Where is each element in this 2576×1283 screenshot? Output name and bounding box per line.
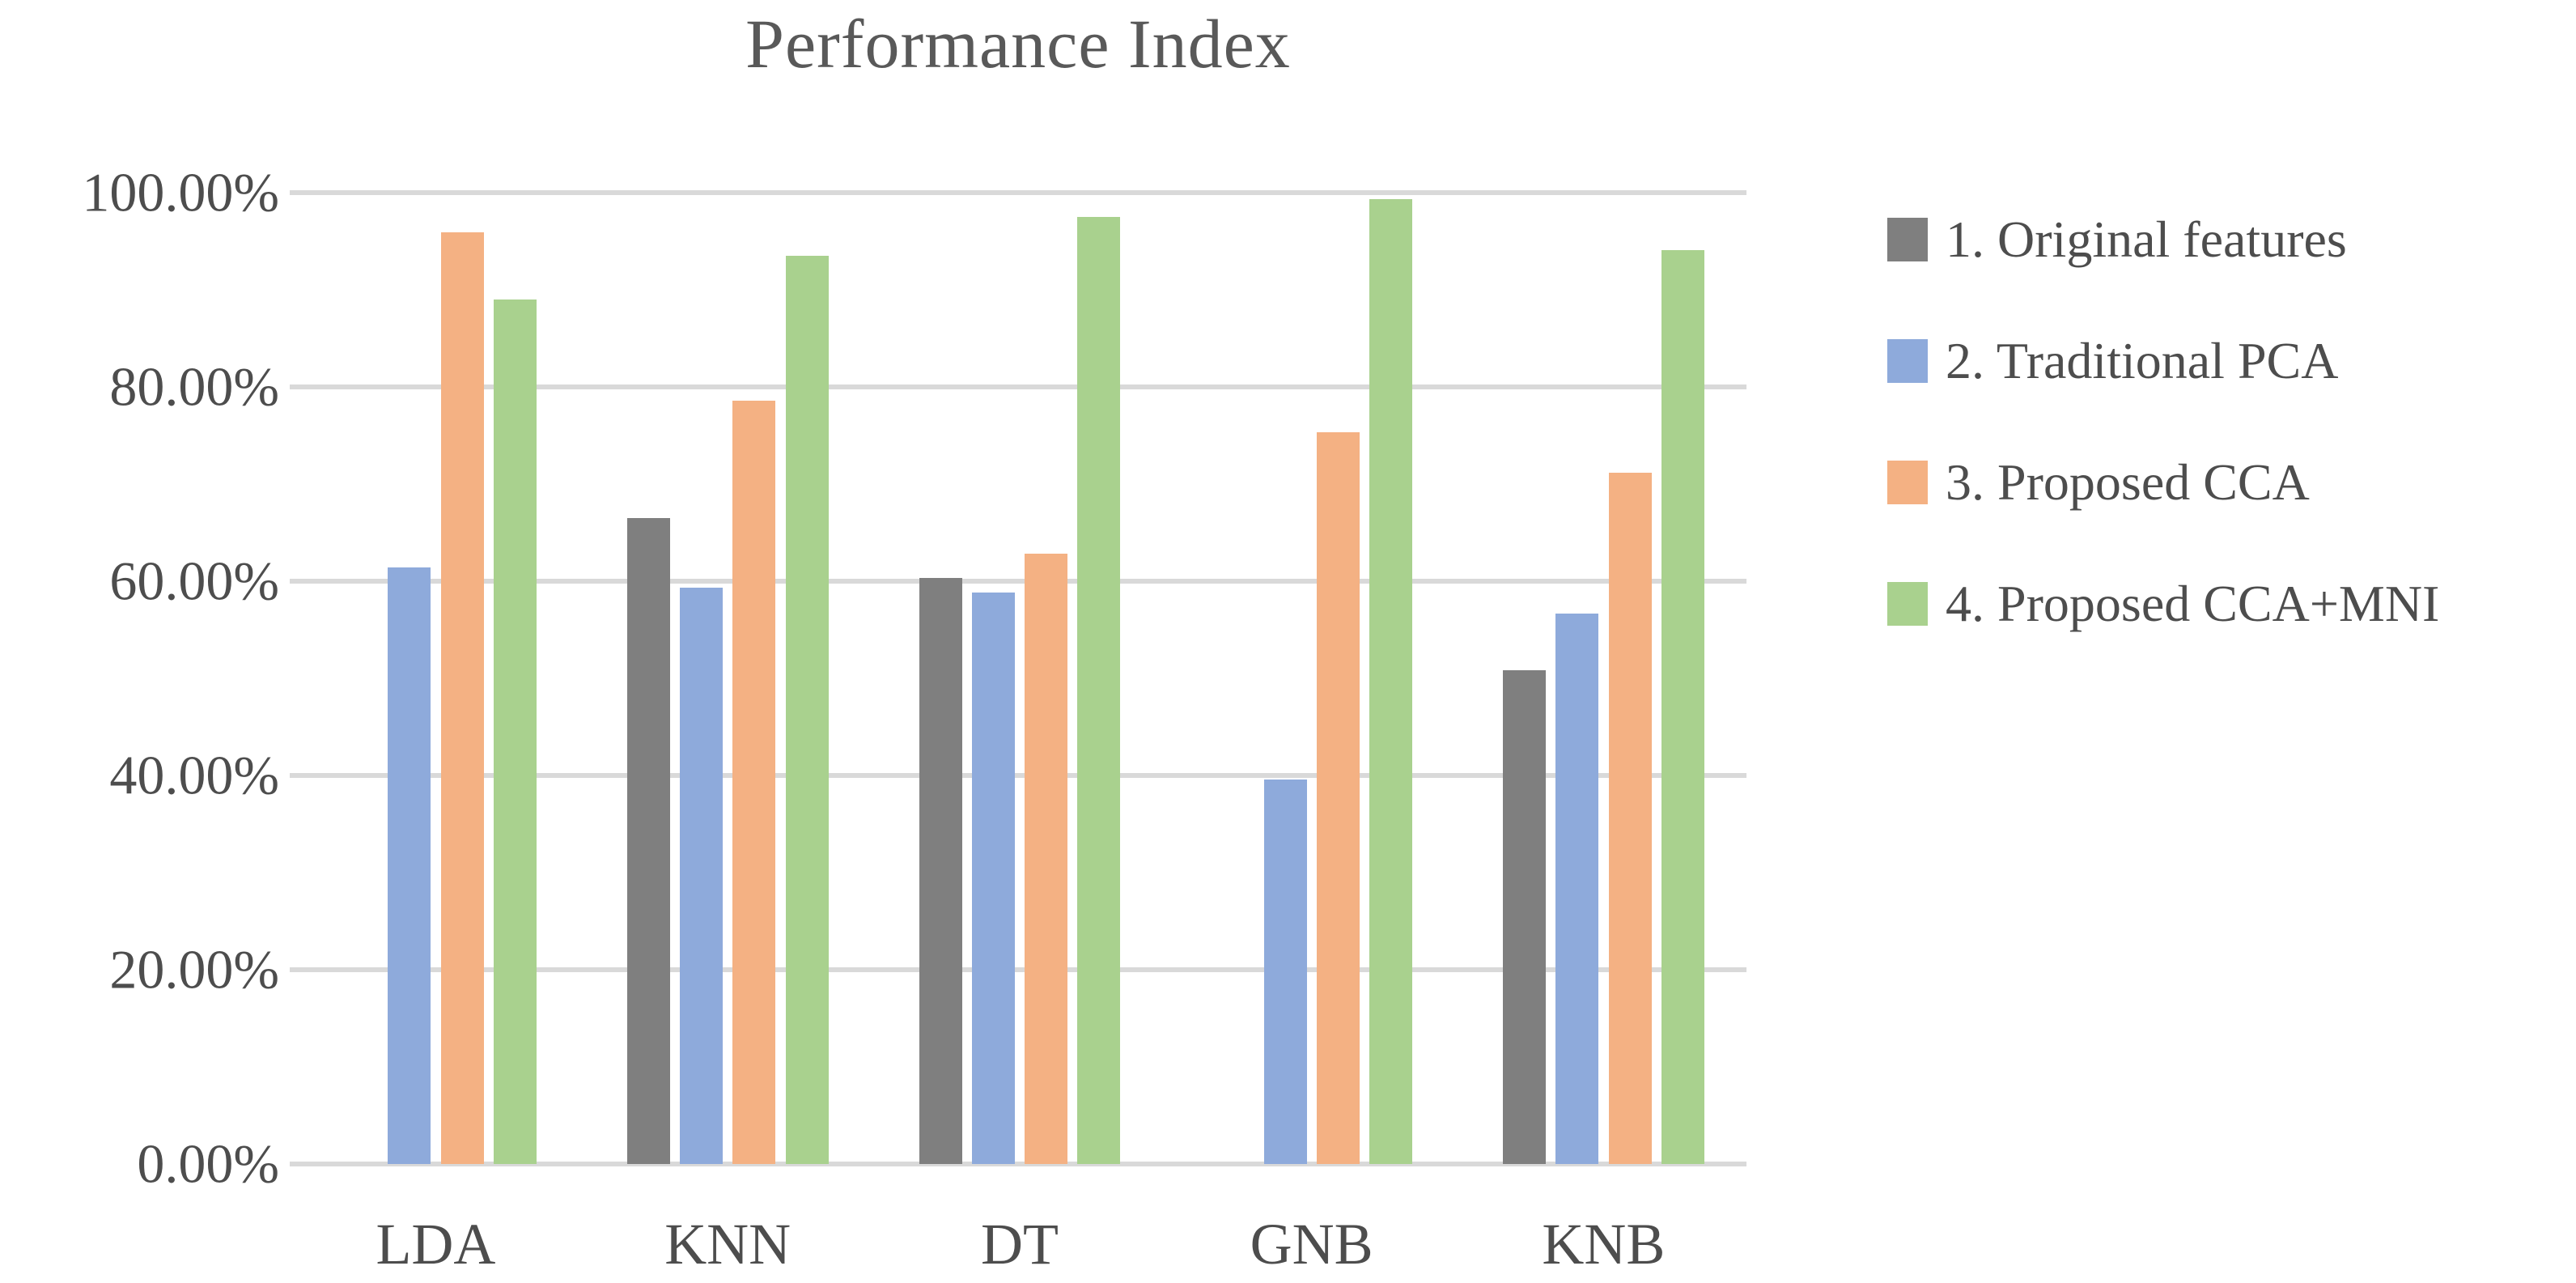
legend-swatch-icon	[1887, 218, 1928, 261]
x-axis-line	[290, 1162, 1746, 1166]
legend-swatch-icon	[1887, 461, 1928, 504]
x-axis-label-dt: DT	[980, 1212, 1059, 1277]
y-tick-label: 80.00%	[109, 355, 279, 418]
gridline	[290, 967, 1746, 972]
bar-gnb-series-3	[1316, 432, 1360, 1164]
legend-label: 2. Traditional PCA	[1946, 332, 2339, 389]
gridline	[290, 384, 1746, 389]
bar-knb-series-4	[1661, 249, 1704, 1164]
gridline	[290, 773, 1746, 778]
legend-label: 1. Original features	[1946, 210, 2347, 268]
y-tick-label: 100.00%	[82, 161, 279, 223]
y-tick-label: 20.00%	[109, 938, 279, 1000]
bar-knb-series-2	[1555, 613, 1599, 1164]
bar-knn-series-2	[680, 588, 724, 1164]
bar-dt-series-2	[971, 593, 1015, 1164]
bar-gnb-series-4	[1369, 199, 1413, 1164]
y-tick-label: 40.00%	[109, 744, 279, 806]
legend-label: 4. Proposed CCA+MNI	[1946, 575, 2440, 632]
bar-gnb-series-2	[1263, 779, 1307, 1164]
bar-dt-series-4	[1077, 217, 1121, 1164]
bar-dt-series-3	[1025, 554, 1068, 1164]
gridline	[290, 579, 1746, 584]
x-axis-label-knn: KNN	[664, 1212, 791, 1277]
bar-knn-series-4	[785, 256, 829, 1164]
gridline	[290, 190, 1746, 195]
legend-swatch-icon	[1887, 582, 1928, 626]
bar-dt-series-1	[919, 578, 962, 1164]
legend-item-3: 3. Proposed CCA	[1887, 452, 2310, 512]
bar-knn-series-3	[732, 400, 776, 1164]
x-axis-label-knb: KNB	[1542, 1212, 1666, 1277]
x-axis-label-gnb: GNB	[1250, 1212, 1373, 1277]
bar-knb-series-3	[1608, 472, 1652, 1164]
legend-swatch-icon	[1887, 339, 1928, 383]
y-tick-label: 60.00%	[109, 550, 279, 612]
y-tick-label: 0.00%	[137, 1132, 279, 1195]
legend-item-2: 2. Traditional PCA	[1887, 331, 2338, 391]
chart-title: Performance Index	[745, 5, 1291, 83]
bar-lda-series-3	[440, 232, 484, 1164]
bar-knn-series-1	[626, 518, 670, 1164]
bar-lda-series-2	[388, 567, 431, 1164]
x-axis-label-lda: LDA	[376, 1212, 496, 1277]
legend-item-1: 1. Original features	[1887, 210, 2347, 270]
bar-knb-series-1	[1503, 670, 1546, 1164]
legend-item-4: 4. Proposed CCA+MNI	[1887, 574, 2439, 634]
legend-label: 3. Proposed CCA	[1946, 453, 2310, 511]
bar-lda-series-4	[493, 300, 537, 1164]
